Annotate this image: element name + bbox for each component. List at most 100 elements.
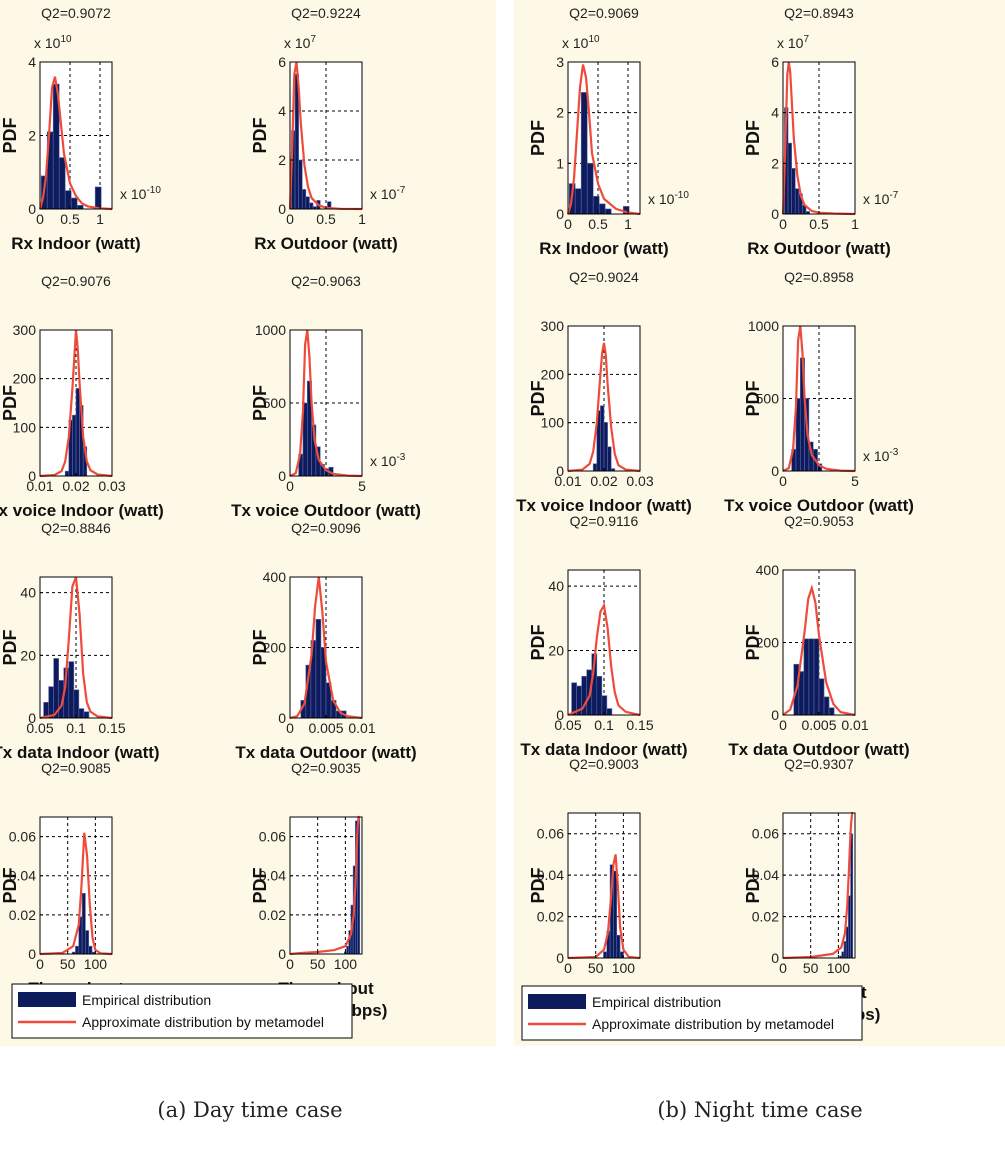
chart-title: Q2=0.9072 — [41, 5, 111, 21]
histogram-bar — [848, 895, 851, 959]
fitted-curve — [567, 854, 641, 960]
histogram-bar — [75, 945, 80, 955]
legend: Empirical distribution Approximate distri… — [521, 985, 863, 1041]
y-tick-label: 0.06 — [259, 829, 286, 845]
histogram-bar — [798, 671, 805, 716]
y-axis-label: PDF — [0, 867, 20, 903]
y-axis-label: PDF — [528, 380, 548, 416]
y-tick-label: 100 — [13, 419, 37, 435]
chart-a-7: 05010000.020.040.06Q2=0.9035PDFThroughpu… — [250, 760, 387, 1020]
x-tick-label: 0.5 — [588, 216, 608, 232]
fitted-curve — [567, 342, 641, 473]
legend-label-empirical: Empirical distribution — [82, 992, 211, 1008]
x-tick-label: 0 — [286, 956, 294, 972]
y-tick-label: 0 — [556, 950, 564, 966]
caption-night: (b) Night time case — [657, 1098, 863, 1122]
x-exponent: x 10-7 — [370, 185, 406, 202]
y-axis-label: PDF — [0, 117, 20, 153]
y-tick-label: 40 — [548, 578, 564, 594]
y-exponent-base: x 10 — [284, 35, 311, 51]
y-tick-label: 20 — [20, 647, 36, 663]
y-exponent-base: x 10 — [562, 35, 589, 51]
legend-label-empirical: Empirical distribution — [592, 994, 721, 1010]
x-axis-label: Tx voice Indoor (watt) — [516, 496, 692, 515]
fitted-curve — [782, 811, 854, 960]
x-exponent-power: -3 — [396, 452, 405, 463]
chart-b-12: 0.05 0.1 0.15 0 20 40 Q2=0.9116 PDF Tx data Indo… — [520, 513, 687, 759]
y-tick-label: 1 — [556, 155, 564, 171]
histogram-bar — [841, 951, 845, 959]
x-axis-label: Tx voice Outdoor (watt) — [231, 501, 421, 520]
x-tick-label: 0.01 — [26, 478, 53, 494]
x-exponent-base: x 10 — [370, 453, 397, 469]
x-axis-label: Tx data Outdoor (watt) — [728, 740, 909, 759]
chart-title: Q2=0.9035 — [291, 760, 361, 776]
caption-day: (a) Day time case — [157, 1098, 343, 1122]
histogram-bar — [607, 446, 612, 472]
chart-title: Q2=0.8943 — [784, 5, 854, 21]
x-tick-label: 50 — [588, 960, 604, 976]
y-tick-label: 0.06 — [752, 826, 779, 842]
histogram-bar — [58, 157, 66, 210]
x-exponent-power: -3 — [889, 447, 898, 458]
histogram-bar — [613, 870, 618, 959]
chart-title: Q2=0.9307 — [784, 756, 854, 772]
histogram-bar — [76, 205, 84, 210]
x-exponent-base: x 10 — [863, 191, 890, 207]
chart-a-4: 0.05 0.1 0.15 0 20 40 Q2=0.8846 PDF Tx data Indo… — [0, 520, 160, 762]
chart-title: Q2=0.9003 — [569, 756, 639, 772]
x-exponent: x 10-7 — [863, 190, 899, 207]
x-tick-label: 0.005 — [308, 720, 343, 736]
histogram-bar — [88, 945, 93, 955]
x-tick-label: 0 — [564, 216, 572, 232]
histogram-bar — [791, 168, 796, 215]
fitted-curve — [289, 329, 363, 478]
y-tick-label: 0 — [278, 946, 286, 962]
x-tick-label: 0.03 — [98, 478, 125, 494]
x-exponent: x 10-3 — [370, 452, 406, 469]
y-exponent-base: x 10 — [777, 35, 804, 51]
x-tick-label: 0 — [779, 216, 787, 232]
y-axis-label: PDF — [0, 629, 20, 665]
x-tick-label: 0 — [779, 473, 787, 489]
histogram-bar — [818, 678, 825, 716]
y-tick-label: 0 — [771, 707, 779, 723]
y-tick-label: 2 — [556, 105, 564, 121]
fitted-curve — [566, 64, 641, 216]
histogram-bar — [803, 638, 810, 716]
x-tick-label: 0 — [286, 478, 294, 494]
y-tick-label: 20 — [548, 643, 564, 659]
y-tick-label: 0.02 — [537, 909, 564, 925]
x-tick-label: 0.1 — [66, 720, 86, 736]
y-tick-label: 4 — [28, 54, 36, 70]
chart-title: Q2=0.9096 — [291, 520, 361, 536]
y-tick-label: 0 — [556, 463, 564, 479]
x-tick-label: 0.02 — [62, 478, 89, 494]
histogram-bar — [603, 422, 608, 472]
y-tick-label: 200 — [541, 366, 565, 382]
y-tick-label: 1000 — [748, 318, 779, 334]
chart-b-11: 0 5 0 500 1000 Q2=0.8958 x 10-3 PDF Tx voice Out… — [724, 269, 914, 515]
x-tick-label: 0 — [564, 960, 572, 976]
x-tick-label: 0.005 — [801, 717, 836, 733]
y-tick-label: 400 — [756, 562, 780, 578]
x-tick-label: 100 — [827, 960, 851, 976]
y-tick-label: 0 — [771, 463, 779, 479]
histogram-bar — [68, 661, 75, 719]
x-tick-label: 0.02 — [590, 473, 617, 489]
y-axis-label: PDF — [743, 380, 763, 416]
y-tick-label: 0 — [278, 201, 286, 217]
y-axis-label: PDF — [250, 867, 270, 903]
fitted-curve — [289, 576, 363, 720]
histogram-bar — [75, 388, 80, 477]
legend: Empirical distribution Approximate distri… — [11, 983, 353, 1039]
x-tick-label: 0 — [779, 717, 787, 733]
y-tick-label: 0 — [28, 946, 36, 962]
x-tick-label: 1 — [624, 216, 632, 232]
y-tick-label: 0.06 — [9, 829, 36, 845]
x-exponent: x 10-3 — [863, 447, 899, 464]
